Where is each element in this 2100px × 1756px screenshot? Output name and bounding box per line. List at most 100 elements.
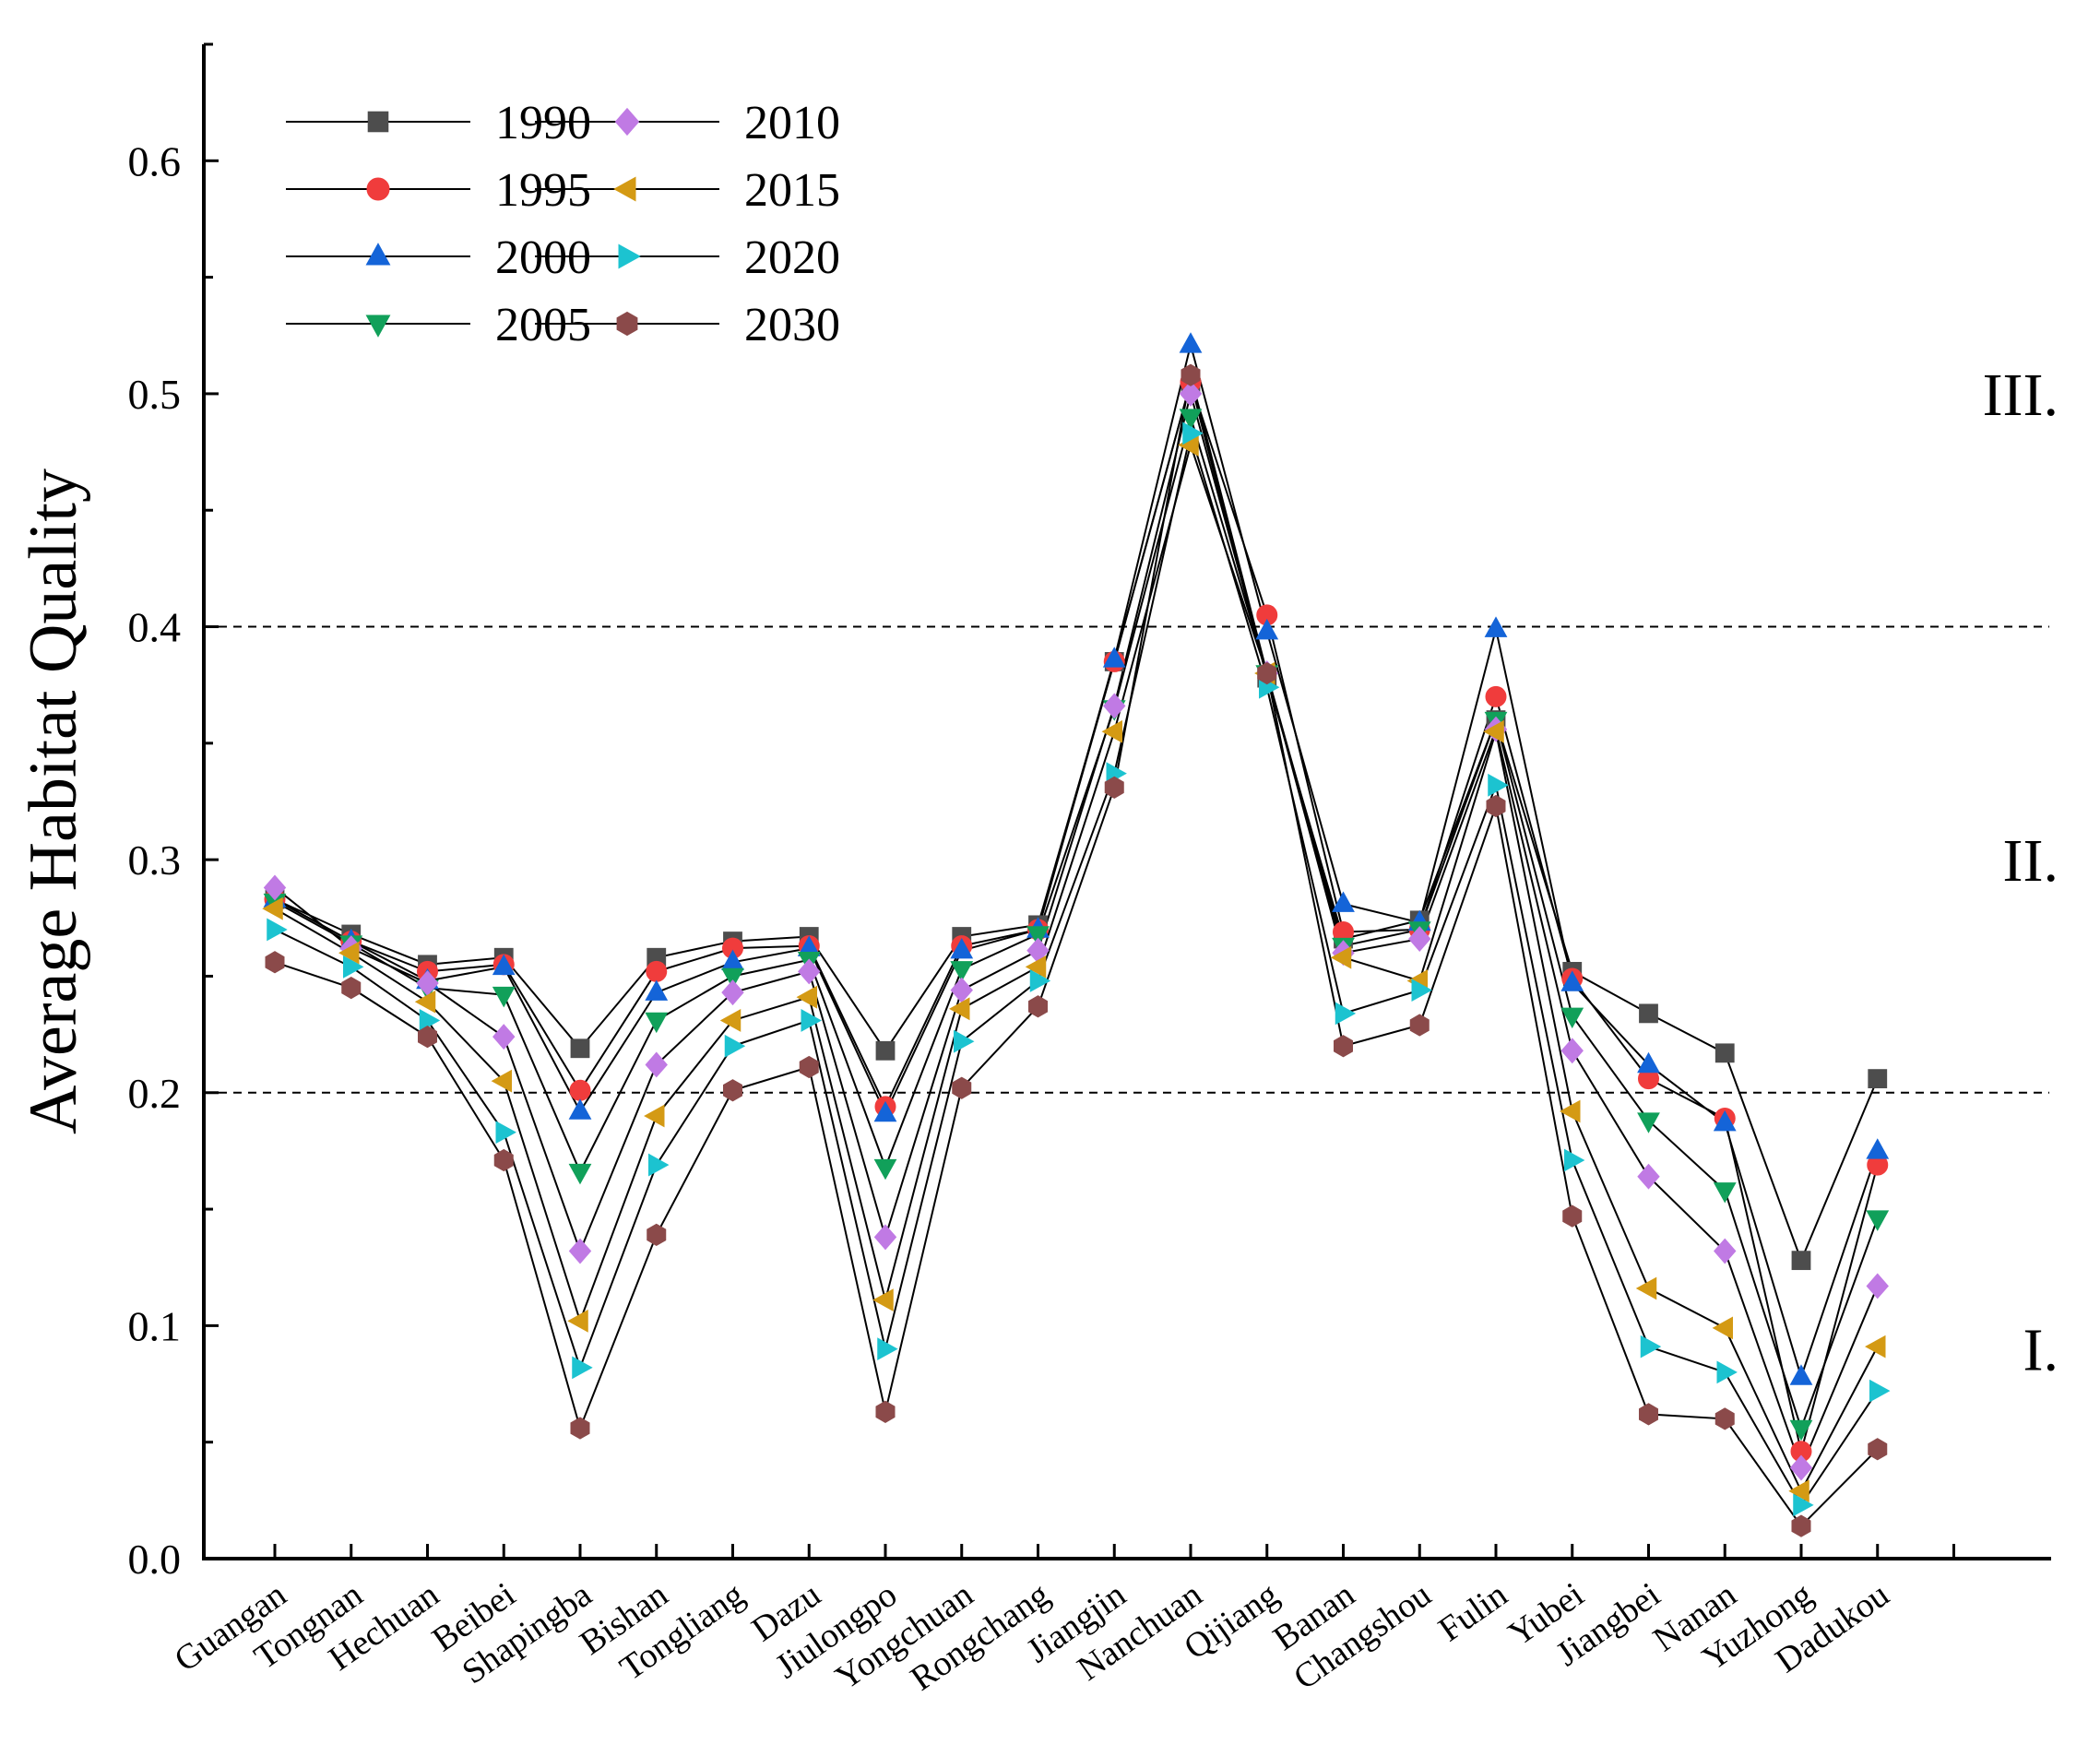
point-2000-jiulongpo bbox=[873, 1100, 897, 1122]
legend-marker-2030 bbox=[616, 311, 638, 337]
point-2005-dadukou bbox=[1866, 1210, 1890, 1231]
point-2020-jiangbei bbox=[1640, 1335, 1662, 1359]
legend: 1990 1995 2000 2005 2010 2015 2020 2030 bbox=[286, 97, 840, 351]
legend-marker-1995 bbox=[366, 177, 390, 201]
series-markers-2000 bbox=[263, 332, 1890, 1385]
point-2015-yongchuan bbox=[949, 997, 970, 1021]
point-2005-nanan bbox=[1713, 1182, 1737, 1204]
x-ticks: GuanganTongnanHechuanBeibeiShapingbaBish… bbox=[168, 1544, 1955, 1699]
point-2030-dadukou bbox=[1868, 1438, 1888, 1461]
point-2030-fulin bbox=[1486, 794, 1506, 818]
zone-labels: I. II. III. bbox=[1983, 362, 2058, 1384]
series-markers-2010 bbox=[263, 380, 1889, 1481]
point-1995-fulin bbox=[1485, 685, 1507, 707]
point-2020-banan bbox=[1335, 1002, 1357, 1026]
point-1995-shapingba bbox=[569, 1079, 591, 1101]
y-axis-title: Average Habitat Quality bbox=[16, 469, 91, 1134]
point-2015-banan bbox=[1330, 945, 1352, 969]
point-2010-beibei bbox=[492, 1024, 516, 1050]
point-2015-fulin bbox=[1483, 719, 1504, 743]
legend-entry-2000: 2000 bbox=[286, 231, 591, 284]
point-2010-bishan bbox=[645, 1051, 668, 1078]
point-2010-nanan bbox=[1714, 1238, 1737, 1264]
point-2000-yuzhong bbox=[1789, 1364, 1813, 1385]
point-2000-yubei bbox=[1560, 970, 1584, 991]
series-line-2015 bbox=[274, 442, 1879, 1493]
point-2015-dazu bbox=[796, 985, 817, 1009]
point-2020-shapingba bbox=[572, 1356, 593, 1380]
point-2030-qijiang bbox=[1257, 661, 1277, 685]
point-2020-jiulongpo bbox=[877, 1337, 898, 1361]
point-2010-jiangjin bbox=[1103, 693, 1126, 719]
point-2005-jiangbei bbox=[1637, 1112, 1660, 1133]
point-2000-fulin bbox=[1484, 616, 1508, 637]
point-2010-jiulongpo bbox=[873, 1224, 897, 1251]
series-line-1995 bbox=[274, 378, 1879, 1453]
zone-label-iii: III. bbox=[1983, 362, 2058, 429]
x-tick-label-fulin: Fulin bbox=[1431, 1575, 1514, 1649]
point-2015-bishan bbox=[644, 1104, 665, 1128]
series-lines bbox=[262, 332, 1891, 1537]
legend-entry-2010: 2010 bbox=[535, 97, 840, 149]
point-2015-guangan bbox=[262, 896, 283, 920]
y-tick-label-0-5: 0.5 bbox=[128, 371, 182, 418]
point-2030-changshou bbox=[1409, 1014, 1430, 1037]
series-line-2010 bbox=[274, 389, 1879, 1471]
point-2020-bishan bbox=[648, 1153, 670, 1177]
point-2020-tongnan bbox=[343, 955, 364, 979]
point-2010-shapingba bbox=[568, 1238, 592, 1264]
point-1990-jiangbei bbox=[1639, 1003, 1658, 1024]
series-markers-2015 bbox=[262, 433, 1886, 1503]
legend-label-2030: 2030 bbox=[744, 299, 840, 351]
legend-label-2010: 2010 bbox=[744, 97, 840, 149]
legend-entry-2005: 2005 bbox=[286, 299, 591, 351]
point-2000-bishan bbox=[645, 979, 669, 1001]
point-2030-banan bbox=[1333, 1035, 1354, 1058]
series-line-2000 bbox=[274, 344, 1879, 1381]
point-2020-yongchuan bbox=[954, 1029, 975, 1053]
point-2020-rongchang bbox=[1029, 969, 1051, 992]
point-2030-yubei bbox=[1562, 1204, 1583, 1228]
point-2010-jiangbei bbox=[1637, 1163, 1660, 1190]
point-2020-yuzhong bbox=[1793, 1493, 1814, 1517]
point-1990-yuzhong bbox=[1791, 1251, 1811, 1271]
point-1990-nanan bbox=[1714, 1043, 1735, 1063]
legend-marker-2015 bbox=[613, 176, 636, 202]
point-2020-beibei bbox=[495, 1121, 516, 1145]
threshold-lines bbox=[204, 625, 2049, 1094]
point-2000-jiangjin bbox=[1102, 647, 1126, 668]
point-2015-nanan bbox=[1712, 1316, 1733, 1340]
point-1990-dadukou bbox=[1868, 1069, 1888, 1089]
point-2030-rongchang bbox=[1027, 995, 1049, 1018]
point-2005-yongchuan bbox=[950, 961, 974, 982]
point-1990-shapingba bbox=[570, 1038, 590, 1059]
legend-label-1995: 1995 bbox=[495, 164, 591, 217]
point-2020-dazu bbox=[801, 1009, 822, 1032]
point-2000-dadukou bbox=[1866, 1138, 1890, 1159]
point-2010-changshou bbox=[1408, 926, 1431, 953]
point-2015-yubei bbox=[1560, 1099, 1581, 1123]
series-line-2005 bbox=[274, 413, 1879, 1431]
point-2005-bishan bbox=[645, 1012, 669, 1034]
y-ticks: 0.0 0.1 0.2 0.3 0.4 0.5 0.6 bbox=[128, 42, 219, 1583]
point-2030-yuzhong bbox=[1791, 1514, 1811, 1537]
point-2030-nanchuan bbox=[1181, 363, 1201, 386]
point-2030-jiangjin bbox=[1104, 776, 1124, 799]
legend-label-1990: 1990 bbox=[495, 97, 591, 149]
point-2015-dadukou bbox=[1865, 1335, 1886, 1359]
point-2020-yubei bbox=[1564, 1148, 1585, 1172]
point-2020-guangan bbox=[267, 918, 288, 942]
series-line-2030 bbox=[274, 374, 1879, 1528]
point-2010-yubei bbox=[1560, 1038, 1584, 1064]
point-2015-beibei bbox=[491, 1069, 512, 1093]
legend-label-2005: 2005 bbox=[495, 299, 591, 351]
point-2015-rongchang bbox=[1025, 955, 1047, 979]
point-2010-guangan bbox=[263, 874, 287, 901]
point-2000-banan bbox=[1332, 891, 1355, 912]
point-2015-shapingba bbox=[567, 1309, 588, 1333]
y-tick-label-0-1: 0.1 bbox=[128, 1302, 182, 1349]
point-2010-yuzhong bbox=[1789, 1454, 1813, 1481]
point-2000-jiangbei bbox=[1637, 1051, 1660, 1074]
legend-marker-1990 bbox=[367, 111, 389, 133]
